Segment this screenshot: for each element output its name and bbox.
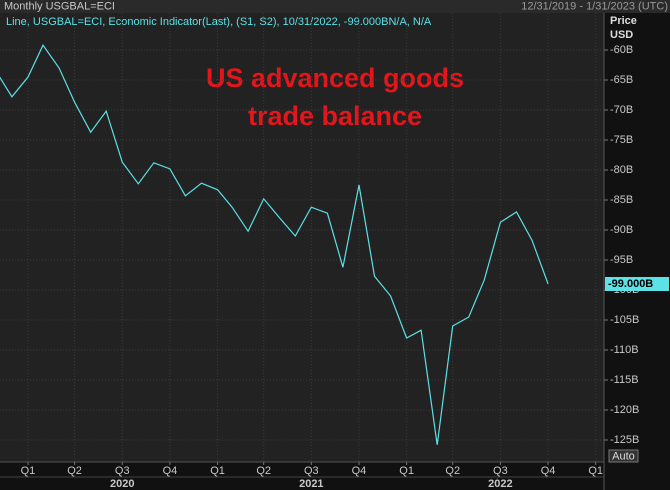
x-tick-label: Q1: [588, 465, 603, 477]
annotation: US advanced goods: [206, 63, 464, 93]
y-tick-label: -120B: [610, 404, 639, 416]
last-value-label: -99.000B: [608, 278, 653, 290]
y-tick-label: -105B: [610, 314, 639, 326]
axis-caption: USD: [610, 29, 633, 41]
x-tick-label: Q2: [445, 465, 460, 477]
data-line: [0, 44, 549, 445]
x-tick-label: Q1: [399, 465, 414, 477]
last-value-tag: [605, 276, 669, 291]
y-tick-label: -95B: [610, 254, 633, 266]
year-label: 2021: [299, 478, 323, 490]
y-tick-label: -60B: [610, 44, 633, 56]
x-tick-label: Q3: [115, 465, 130, 477]
header-title: Monthly USGBAL=ECI: [4, 0, 115, 12]
y-tick-label: -110B: [610, 344, 639, 356]
x-tick-label: Q1: [21, 465, 36, 477]
axis-caption: Price: [610, 15, 637, 27]
x-tick-label: Q3: [493, 465, 508, 477]
x-tick-label: Q2: [67, 465, 82, 477]
y-tick-label: -70B: [610, 104, 633, 116]
auto-button-label[interactable]: Auto: [612, 450, 635, 462]
y-tick-label: -80B: [610, 164, 633, 176]
year-label: 2020: [110, 478, 134, 490]
y-tick-label: -125B: [610, 434, 639, 446]
year-label: 2022: [488, 478, 512, 490]
auto-button[interactable]: [608, 449, 639, 463]
header-range: 12/31/2019 - 1/31/2023 (UTC): [521, 0, 668, 12]
x-tick-label: Q4: [352, 465, 367, 477]
x-tick-label: Q4: [541, 465, 556, 477]
x-tick-label: Q2: [256, 465, 271, 477]
y-tick-label: -85B: [610, 194, 633, 206]
x-tick-label: Q1: [210, 465, 225, 477]
y-tick-label: -115B: [610, 374, 639, 386]
y-tick-label: -75B: [610, 134, 633, 146]
y-tick-label: -90B: [610, 224, 633, 236]
legend-text: Line, USGBAL=ECI, Economic Indicator(Las…: [6, 16, 432, 28]
header-bar: [0, 0, 670, 13]
x-tick-label: Q3: [304, 465, 319, 477]
y-tick-label: -65B: [610, 74, 633, 86]
plot-area: [0, 13, 604, 462]
x-tick-label: Q4: [163, 465, 178, 477]
chart-layer: -60B-65B-70B-75B-80B-85B-90B-95B-100B-10…: [0, 13, 639, 490]
annotation: trade balance: [248, 101, 422, 131]
